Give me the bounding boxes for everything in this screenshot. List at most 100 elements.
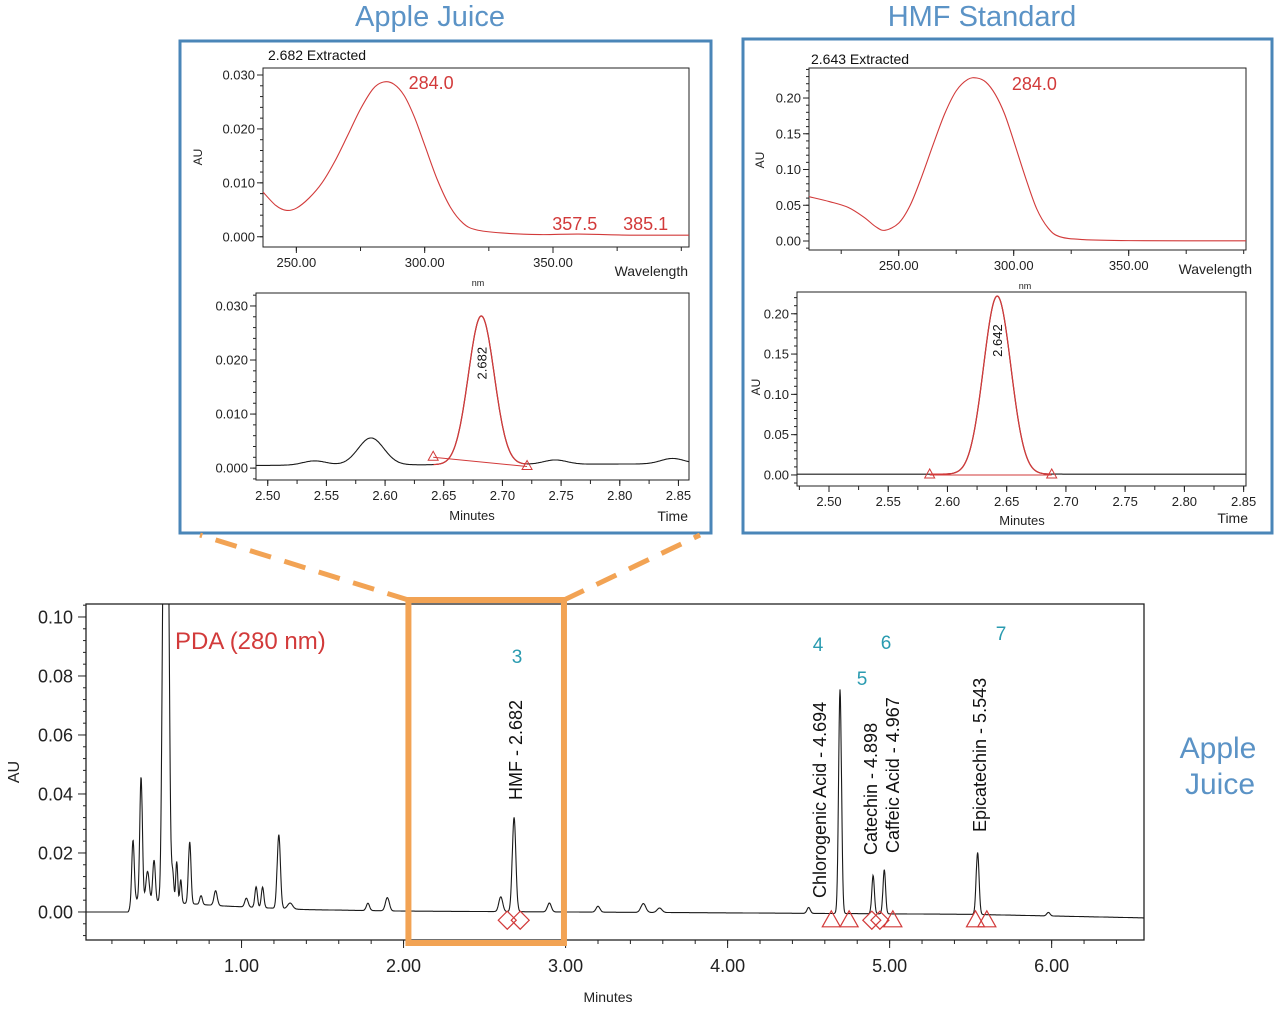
x-tick-label: 3.00 xyxy=(548,956,583,976)
peak-name-label: Chlorogenic Acid - 4.694 xyxy=(810,702,830,898)
x-tick-label: 1.00 xyxy=(224,956,259,976)
peak-marker-diamond-icon xyxy=(510,910,531,931)
chromatogram-trace xyxy=(86,604,1144,919)
x-tick-label: 2.70 xyxy=(490,488,515,503)
x-tick-label: 2.65 xyxy=(431,488,456,503)
peak-name-label: HMF - 2.682 xyxy=(506,700,526,800)
x-axis-label: Minutes xyxy=(449,508,495,523)
integration-marker-triangle-icon xyxy=(923,467,936,479)
integration-marker-triangle-icon xyxy=(521,459,533,470)
apple-juice-inset-frame xyxy=(178,39,713,535)
y-tick-label: 0.010 xyxy=(222,175,255,190)
x-tick-label: 2.55 xyxy=(876,494,901,509)
y-tick-label: 0.05 xyxy=(764,427,789,442)
plot-area xyxy=(796,291,1247,487)
x-tick-label: 2.80 xyxy=(607,488,632,503)
x-tick-label: 2.75 xyxy=(1113,494,1138,509)
y-tick-label: 0.00 xyxy=(776,234,801,249)
y-tick-label: 0.08 xyxy=(38,666,73,686)
x-axis-label-secondary: Time xyxy=(1217,510,1248,526)
y-tick-label: 0.00 xyxy=(38,902,73,922)
y-tick-label: 0.10 xyxy=(764,387,789,402)
x-axis-label: Minutes xyxy=(583,989,632,1005)
x-tick-label: 2.60 xyxy=(372,488,397,503)
integrated-peak xyxy=(929,295,1052,475)
x-tick-label: 2.85 xyxy=(1231,494,1256,509)
plot-area xyxy=(808,67,1247,251)
zoom-connector-left xyxy=(199,532,410,603)
peak-number: 5 xyxy=(857,669,868,690)
peak-wavelength-label: 357.5 xyxy=(552,214,597,234)
peak-name-label: Catechin - 4.898 xyxy=(861,723,881,855)
chart-aj-chrom: 2.50 2.55 2.60 2.65 2.70 2.75 2.80 2.85 0.000 0.0… xyxy=(215,292,691,524)
y-axis-label: AU xyxy=(191,149,205,166)
x-tick-label: 250.00 xyxy=(276,255,316,270)
y-tick-label: 0.000 xyxy=(215,461,248,476)
x-tick-label: 300.00 xyxy=(405,255,445,270)
y-tick-label: 0.15 xyxy=(764,347,789,362)
peak-wavelength-label: 385.1 xyxy=(623,214,668,234)
x-tick-label: 350.00 xyxy=(533,255,573,270)
chart-hmf-spectrum: 250.00 300.00 350.00 0.00 0.05 0.10 0.15 0.20 2.… xyxy=(753,51,1252,291)
spectrum-line xyxy=(263,81,689,236)
chart-hmf-chrom: 2.50 2.55 2.60 2.65 2.70 2.75 2.80 2.85 0.00 0.05… xyxy=(749,291,1256,528)
side-label-apple: Apple xyxy=(1180,732,1257,765)
x-tick-label: 2.80 xyxy=(1172,494,1197,509)
peak-marker-triangle-icon xyxy=(882,909,903,928)
x-tick-label: 350.00 xyxy=(1109,258,1149,273)
x-tick-label: 2.50 xyxy=(816,494,841,509)
x-axis-label: nm xyxy=(472,278,485,288)
chart-title: 2.643 Extracted xyxy=(811,51,909,67)
integration-baseline xyxy=(433,456,528,467)
chart-main-chrom: 1.00 2.00 3.00 4.00 5.00 6.00 0.00 0.02 0.04 0.06… xyxy=(6,532,1145,1005)
hmf-standard-title: HMF Standard xyxy=(888,1,1077,33)
y-axis-label: AU xyxy=(753,152,767,169)
apple-juice-title: Apple Juice xyxy=(355,1,505,33)
y-tick-label: 0.05 xyxy=(776,198,801,213)
integrated-peak xyxy=(433,315,528,466)
peak-marker-diamond-icon xyxy=(861,910,882,931)
plot-area xyxy=(85,603,1145,941)
hmf-standard-inset-frame xyxy=(741,37,1274,535)
side-label-juice: Juice xyxy=(1185,768,1255,801)
x-tick-label: 2.65 xyxy=(994,494,1019,509)
y-tick-label: 0.030 xyxy=(222,68,255,83)
chromatogram-trace xyxy=(797,295,1246,475)
plot-area xyxy=(255,292,690,481)
x-tick-label: 300.00 xyxy=(994,258,1034,273)
x-axis-label: nm xyxy=(1019,281,1032,291)
y-axis-label: AU xyxy=(6,761,23,783)
x-tick-label: 2.85 xyxy=(666,488,691,503)
x-tick-label: 2.00 xyxy=(386,956,421,976)
peak-name-label: Caffeic Acid - 4.967 xyxy=(883,697,903,853)
y-tick-label: 0.02 xyxy=(38,843,73,863)
y-tick-label: 0.06 xyxy=(38,725,73,745)
peak-marker-triangle-icon xyxy=(839,909,860,928)
peak-marker-triangle-icon xyxy=(821,909,842,928)
y-tick-label: 0.15 xyxy=(776,126,801,141)
y-tick-label: 0.030 xyxy=(215,299,248,314)
chromatogram-trace xyxy=(256,315,689,466)
peak-number: 6 xyxy=(881,633,892,654)
plot-area xyxy=(262,67,690,248)
x-axis-label: Minutes xyxy=(999,513,1045,528)
peak-marker-diamond-icon xyxy=(497,910,518,931)
peak-retention-label: 2.682 xyxy=(474,347,489,380)
y-tick-label: 0.10 xyxy=(776,162,801,177)
peak-wavelength-label: 284.0 xyxy=(409,73,454,93)
x-tick-label: 5.00 xyxy=(872,956,907,976)
peak-marker-triangle-icon xyxy=(965,909,986,928)
x-tick-label: 2.55 xyxy=(314,488,339,503)
peak-name-label: Epicatechin - 5.543 xyxy=(970,678,990,832)
peak-marker-diamond-icon xyxy=(870,910,890,931)
chart-aj-spectrum: 250.00 300.00 350.00 0.000 0.010 0.020 0.030 2.… xyxy=(191,47,690,288)
x-axis-label-secondary: Time xyxy=(657,508,688,524)
y-tick-label: 0.20 xyxy=(776,91,801,106)
spectrum-line xyxy=(809,77,1246,242)
peak-wavelength-label: 284.0 xyxy=(1012,74,1057,94)
y-tick-label: 0.000 xyxy=(222,229,255,244)
x-tick-label: 4.00 xyxy=(710,956,745,976)
integration-marker-triangle-icon xyxy=(427,450,440,461)
detector-legend: PDA (280 nm) xyxy=(175,628,326,655)
